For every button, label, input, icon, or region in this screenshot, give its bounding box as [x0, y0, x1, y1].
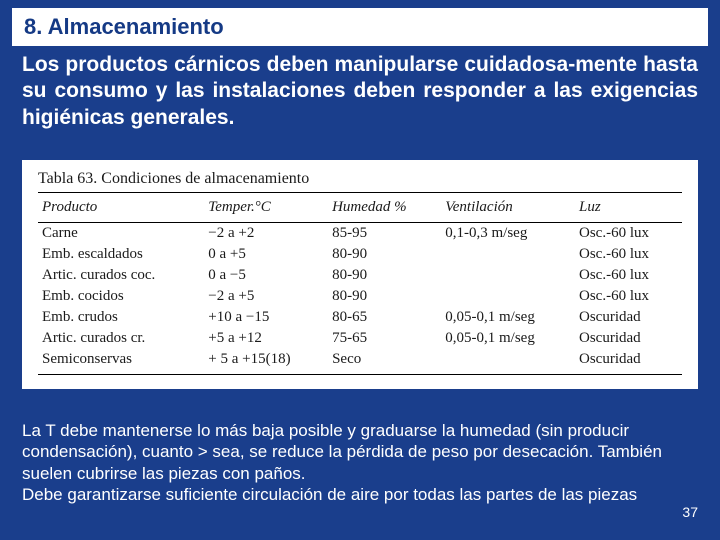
table-row: Emb. crudos+10 a −1580-650,05-0,1 m/segO… — [38, 307, 682, 328]
col-luz: Luz — [575, 193, 682, 223]
col-ventilacion: Ventilación — [441, 193, 575, 223]
section-heading: 8. Almacenamiento — [24, 14, 696, 40]
page-number: 37 — [682, 504, 698, 520]
col-producto: Producto — [38, 193, 204, 223]
table-row: Artic. curados coc.0 a −580-90Osc.-60 lu… — [38, 265, 682, 286]
table-body: Carne−2 a +285-950,1-0,3 m/segOsc.-60 lu… — [38, 223, 682, 375]
footer-paragraph: La T debe mantenerse lo más baja posible… — [22, 420, 698, 505]
col-temper: Temper.°C — [204, 193, 328, 223]
heading-container: 8. Almacenamiento — [12, 8, 708, 46]
table-row: Semiconservas+ 5 a +15(18)SecoOscuridad — [38, 349, 682, 375]
col-humedad: Humedad % — [328, 193, 441, 223]
table-row: Emb. escaldados0 a +580-90Osc.-60 lux — [38, 244, 682, 265]
storage-table-container: Tabla 63. Condiciones de almacenamiento … — [22, 160, 698, 389]
intro-paragraph: Los productos cárnicos deben manipularse… — [22, 52, 698, 131]
table-row: Artic. curados cr.+5 a +1275-650,05-0,1 … — [38, 328, 682, 349]
table-title: Tabla 63. Condiciones de almacenamiento — [38, 170, 682, 188]
table-row: Carne−2 a +285-950,1-0,3 m/segOsc.-60 lu… — [38, 223, 682, 245]
storage-table: Producto Temper.°C Humedad % Ventilación… — [38, 192, 682, 375]
table-row: Emb. cocidos−2 a +580-90Osc.-60 lux — [38, 286, 682, 307]
